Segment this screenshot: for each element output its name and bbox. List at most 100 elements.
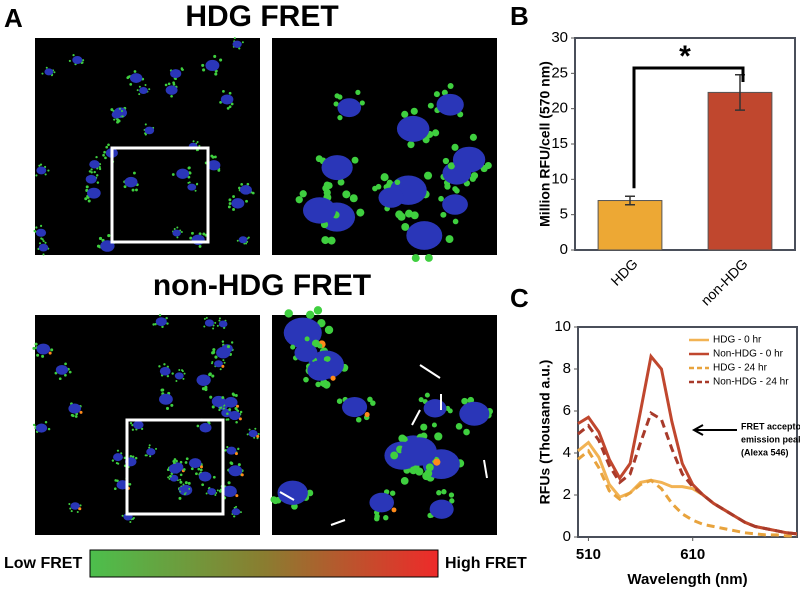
- zoom-box: [125, 418, 225, 516]
- green-spot: [386, 179, 393, 186]
- green-spot: [407, 141, 415, 149]
- y-tick-label: 25: [551, 64, 568, 81]
- nucleus: [337, 98, 362, 118]
- green-spot: [405, 209, 413, 218]
- nucleus: [207, 160, 221, 171]
- nucleus: [129, 73, 143, 84]
- green-spot: [455, 423, 463, 430]
- green-spot: [107, 143, 110, 147]
- green-spot: [196, 424, 200, 428]
- nucleus: [396, 115, 430, 142]
- green-spot: [167, 82, 171, 86]
- image-title: non-HDG FRET: [153, 269, 371, 302]
- green-spot: [192, 140, 195, 143]
- legend-label: HDG - 24 hr: [713, 363, 768, 374]
- green-spot: [219, 58, 223, 62]
- green-spot: [154, 322, 157, 326]
- nucleus: [196, 374, 211, 386]
- green-spot: [34, 342, 38, 346]
- green-spot: [113, 487, 117, 490]
- nucleus: [294, 343, 318, 362]
- green-spot: [158, 313, 162, 317]
- green-spot: [42, 253, 45, 256]
- green-spot: [355, 89, 361, 95]
- green-spot: [218, 317, 221, 320]
- green-spot: [138, 85, 141, 88]
- green-spot: [203, 325, 206, 328]
- green-spot: [116, 449, 120, 452]
- green-spot: [245, 199, 248, 203]
- green-spot: [195, 149, 198, 152]
- y-tick-label: 0: [563, 528, 571, 545]
- green-spot: [185, 457, 189, 461]
- green-spot: [342, 190, 351, 199]
- green-spot: [211, 351, 215, 355]
- green-spot: [39, 224, 43, 228]
- x-tick-label: 510: [576, 546, 601, 563]
- green-spot: [214, 72, 218, 76]
- green-spot: [327, 236, 336, 245]
- nucleus: [35, 228, 47, 237]
- annotation: emission peak: [741, 434, 800, 444]
- nucleus: [113, 453, 123, 462]
- green-spot: [432, 129, 440, 137]
- green-spot: [135, 188, 138, 192]
- green-spot: [202, 68, 206, 72]
- green-spot: [433, 91, 440, 98]
- green-spot: [401, 222, 410, 231]
- green-spot: [436, 490, 442, 496]
- green-spot: [228, 105, 232, 109]
- green-spot: [313, 306, 323, 315]
- green-spot: [98, 165, 101, 169]
- green-spot: [445, 235, 454, 244]
- green-spot: [219, 368, 222, 371]
- significance-bracket: [632, 66, 745, 189]
- green-spot: [208, 373, 212, 377]
- nucleus: [321, 155, 353, 181]
- fret-spot: [240, 473, 244, 477]
- nucleus: [378, 187, 404, 208]
- nucleus: [124, 176, 138, 188]
- green-spot: [451, 143, 459, 151]
- green-spot: [290, 344, 296, 350]
- green-spot: [152, 323, 155, 326]
- green-spot: [68, 59, 71, 63]
- nucleus: [139, 86, 148, 94]
- y-axis-label: Million RFU/cell (570 nm): [537, 61, 553, 227]
- green-spot: [175, 459, 178, 463]
- nucleus: [436, 93, 464, 116]
- green-spot: [235, 505, 238, 508]
- nucleus: [174, 372, 184, 380]
- green-spot: [228, 202, 232, 205]
- green-spot: [234, 406, 238, 410]
- nucleus: [176, 168, 190, 179]
- nucleus: [231, 198, 245, 209]
- y-tick-label: 15: [551, 135, 568, 152]
- green-spot: [228, 91, 232, 95]
- green-spot: [166, 322, 169, 325]
- green-spot: [180, 230, 183, 233]
- green-spot: [201, 63, 205, 67]
- green-spot: [251, 191, 255, 195]
- green-spot: [208, 486, 211, 489]
- fret-spot: [78, 507, 82, 511]
- green-spot: [179, 460, 183, 464]
- green-spot: [131, 428, 135, 431]
- green-spot: [317, 343, 323, 349]
- green-spot: [254, 427, 257, 430]
- green-spot: [174, 77, 177, 81]
- green-spot: [333, 101, 339, 107]
- nucleus: [172, 229, 181, 237]
- green-spot: [179, 473, 183, 477]
- green-spot: [355, 416, 362, 423]
- green-spot: [295, 196, 303, 204]
- green-spot: [233, 506, 236, 509]
- green-spot: [448, 492, 455, 498]
- green-spot: [32, 346, 36, 350]
- green-spot: [87, 199, 91, 203]
- nucleus: [283, 317, 322, 349]
- green-spot: [212, 475, 216, 479]
- green-spot: [41, 354, 45, 358]
- green-spot: [104, 156, 107, 160]
- green-spot: [98, 236, 103, 241]
